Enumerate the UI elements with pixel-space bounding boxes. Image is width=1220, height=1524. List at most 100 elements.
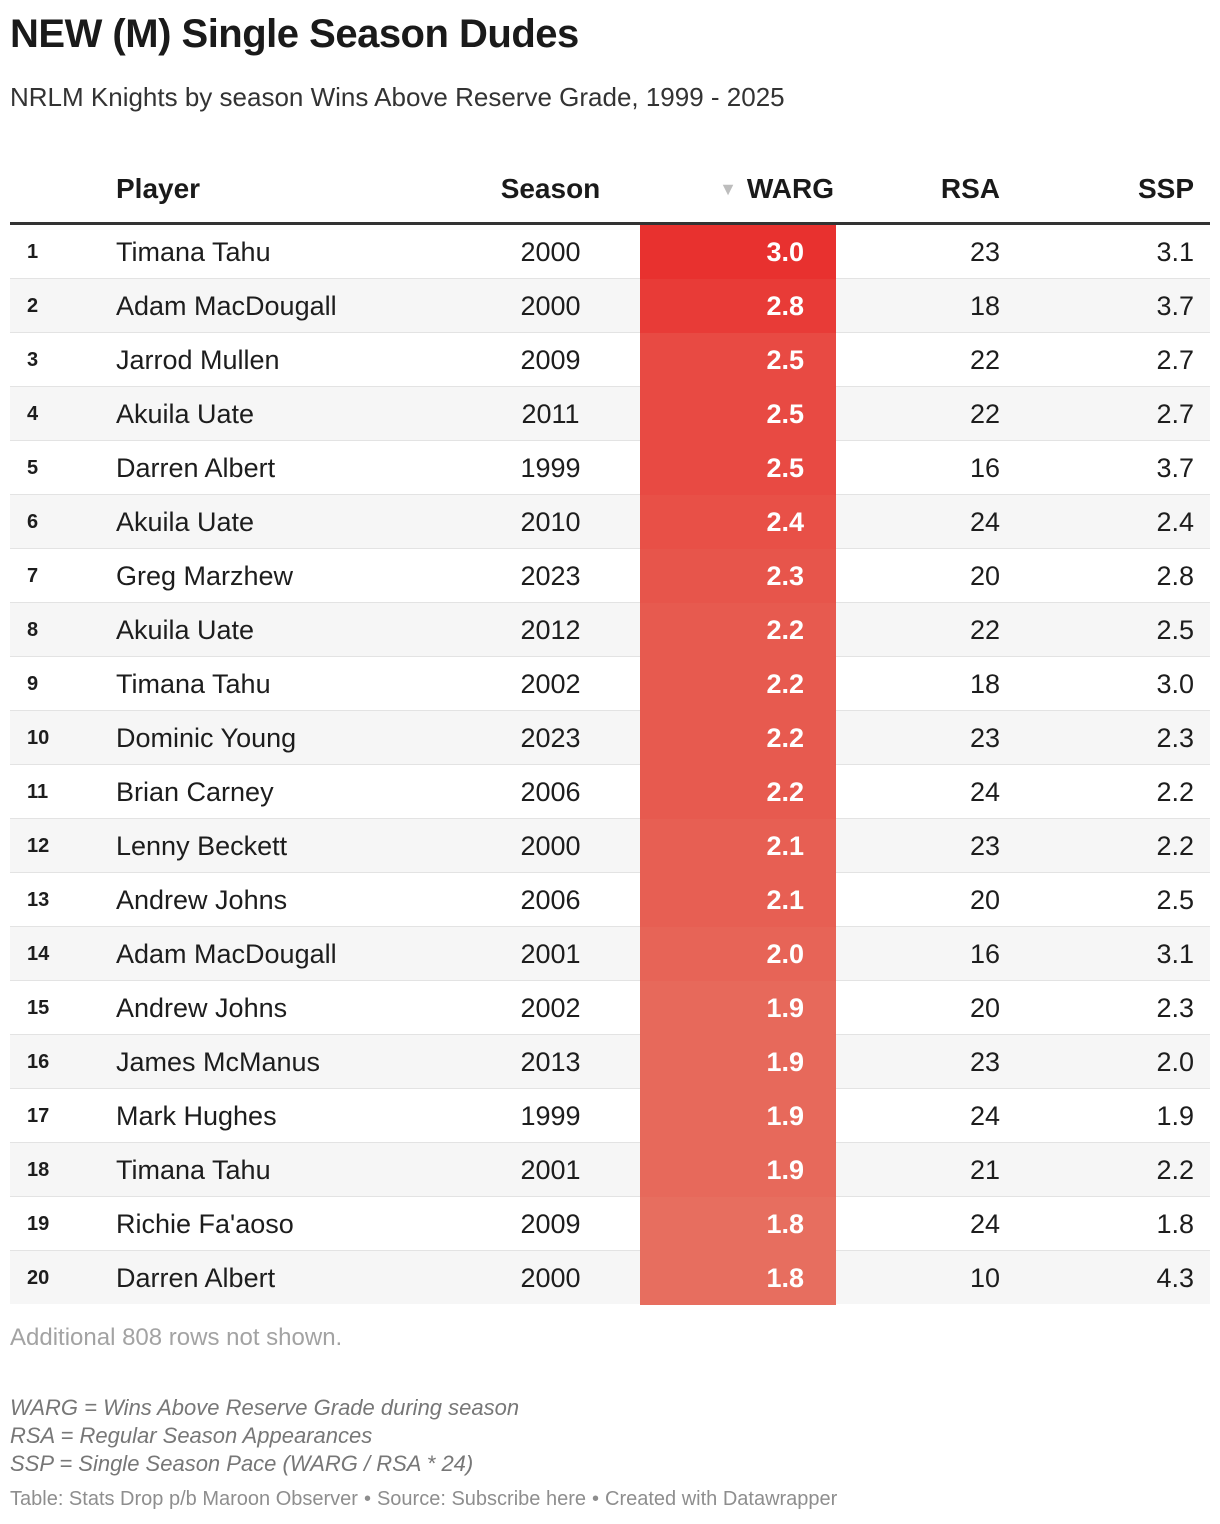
footer-created[interactable]: Created with Datawrapper [605, 1488, 838, 1510]
row-player: Adam MacDougall [116, 939, 337, 969]
row-rsa: 23 [969, 1047, 1000, 1077]
sort-descending-icon: ▼ [719, 179, 737, 199]
table-row: 11 Brian Carney 2006 2.2 24 2.2 [10, 765, 1210, 819]
table-row: 15 Andrew Johns 2002 1.9 20 2.3 [10, 981, 1210, 1035]
row-warg-cell: 2.2 [640, 657, 836, 711]
row-season: 2011 [521, 399, 580, 429]
row-season: 2002 [520, 669, 581, 699]
table-row: 20 Darren Albert 2000 1.8 10 4.3 [10, 1251, 1210, 1305]
row-player: Dominic Young [116, 723, 297, 753]
row-player: Brian Carney [116, 777, 274, 807]
row-player: Akuila Uate [116, 615, 255, 645]
header-warg[interactable]: ▼ WARG [640, 172, 834, 206]
row-rank: 11 [27, 781, 49, 803]
row-season: 2009 [520, 345, 581, 375]
row-rsa: 18 [969, 669, 1000, 699]
row-ssp: 2.5 [1156, 615, 1194, 645]
row-rank: 16 [27, 1051, 50, 1073]
row-warg-cell: 1.9 [640, 1035, 836, 1089]
row-rsa: 20 [969, 885, 1000, 915]
table-row: 14 Adam MacDougall 2001 2.0 16 3.1 [10, 927, 1210, 981]
row-season: 2013 [520, 1047, 581, 1077]
footer-source[interactable]: Source: Subscribe here [376, 1488, 586, 1510]
row-warg-cell: 2.1 [640, 819, 836, 873]
row-rank: 19 [27, 1213, 50, 1235]
row-warg-cell: 2.1 [640, 873, 836, 927]
table-row: 5 Darren Albert 1999 2.5 16 3.7 [10, 441, 1210, 495]
notes: WARG = Wins Above Reserve Grade during s… [10, 1394, 519, 1478]
footer: Table: Stats Drop p/b Maroon Observer • So… [10, 1488, 837, 1511]
row-warg-cell: 2.2 [640, 765, 836, 819]
header-season[interactable]: Season [500, 173, 601, 204]
row-season: 2006 [520, 885, 581, 915]
row-player: Greg Marzhew [116, 561, 294, 591]
row-rsa: 22 [969, 345, 1000, 375]
header-ssp[interactable]: SSP [1137, 173, 1194, 204]
note-ssp: SSP = Single Season Pace (WARG / RSA * 2… [10, 1451, 474, 1476]
header-player[interactable]: Player [116, 173, 201, 204]
table-row: 16 James McManus 2013 1.9 23 2.0 [10, 1035, 1210, 1089]
row-rsa: 20 [969, 993, 1000, 1023]
row-rsa: 23 [969, 723, 1000, 753]
row-warg-cell: 3.0 [640, 225, 836, 279]
table-row: 18 Timana Tahu 2001 1.9 21 2.2 [10, 1143, 1210, 1197]
row-player: Darren Albert [116, 1263, 276, 1293]
row-warg-cell: 2.2 [640, 711, 836, 765]
row-ssp: 2.7 [1156, 399, 1194, 429]
data-table: Player Season ▼ WARG RSA SSP 1 Timana Tahu… [10, 160, 1210, 1305]
row-season: 2000 [520, 1263, 581, 1293]
row-player: Andrew Johns [116, 885, 288, 915]
row-player: Darren Albert [116, 453, 276, 483]
row-season: 2010 [520, 507, 581, 537]
row-rsa: 23 [969, 237, 1000, 267]
row-rsa: 24 [969, 777, 1000, 807]
table-row: 12 Lenny Beckett 2000 2.1 23 2.2 [10, 819, 1210, 873]
page-subtitle: NRLM Knights by season Wins Above Reserv… [10, 82, 785, 112]
footer-credit: Table: Stats Drop p/b Maroon Observer [10, 1488, 358, 1510]
table-row: 8 Akuila Uate 2012 2.2 22 2.5 [10, 603, 1210, 657]
row-ssp: 2.3 [1156, 993, 1194, 1023]
footer-separator: • [591, 1488, 599, 1510]
row-rank: 9 [27, 673, 39, 695]
row-season: 2002 [520, 993, 581, 1023]
row-ssp: 3.0 [1156, 669, 1194, 699]
row-player: Jarrod Mullen [116, 345, 280, 375]
row-player: Timana Tahu [116, 669, 271, 699]
row-ssp: 2.2 [1156, 1155, 1194, 1185]
row-rank: 10 [27, 727, 50, 749]
table-row: 10 Dominic Young 2023 2.2 23 2.3 [10, 711, 1210, 765]
row-ssp: 2.8 [1156, 561, 1194, 591]
row-rank: 4 [27, 403, 39, 425]
row-warg-cell: 2.8 [640, 279, 836, 333]
header-rsa[interactable]: RSA [940, 173, 1000, 204]
row-player: Timana Tahu [116, 1155, 271, 1185]
row-rank: 8 [27, 619, 39, 641]
row-rank: 3 [27, 349, 39, 371]
row-rsa: 24 [969, 1101, 1000, 1131]
row-warg-cell: 2.5 [640, 441, 836, 495]
row-ssp: 2.5 [1156, 885, 1194, 915]
row-warg-cell: 2.0 [640, 927, 836, 981]
row-ssp: 1.8 [1156, 1209, 1194, 1239]
row-season: 2000 [520, 237, 581, 267]
row-rank: 5 [27, 457, 39, 479]
row-rsa: 21 [969, 1155, 1000, 1185]
row-warg-cell: 2.4 [640, 495, 836, 549]
row-player: Richie Fa'aoso [116, 1209, 294, 1239]
row-rank: 1 [27, 241, 39, 263]
row-rank: 15 [27, 997, 50, 1019]
header-warg-label: WARG [746, 173, 834, 204]
more-rows-note: Additional 808 rows not shown. [10, 1324, 343, 1351]
table-row: 19 Richie Fa'aoso 2009 1.8 24 1.8 [10, 1197, 1210, 1251]
row-player: Lenny Beckett [116, 831, 288, 861]
row-warg-cell: 1.8 [640, 1251, 836, 1305]
row-ssp: 3.1 [1156, 939, 1194, 969]
row-warg-cell: 1.9 [640, 981, 836, 1035]
table-row: 9 Timana Tahu 2002 2.2 18 3.0 [10, 657, 1210, 711]
row-ssp: 2.0 [1156, 1047, 1194, 1077]
row-season: 2023 [520, 561, 581, 591]
row-rsa: 24 [969, 507, 1000, 537]
table-row: 7 Greg Marzhew 2023 2.3 20 2.8 [10, 549, 1210, 603]
row-player: Akuila Uate [116, 507, 255, 537]
row-rank: 18 [27, 1159, 50, 1181]
